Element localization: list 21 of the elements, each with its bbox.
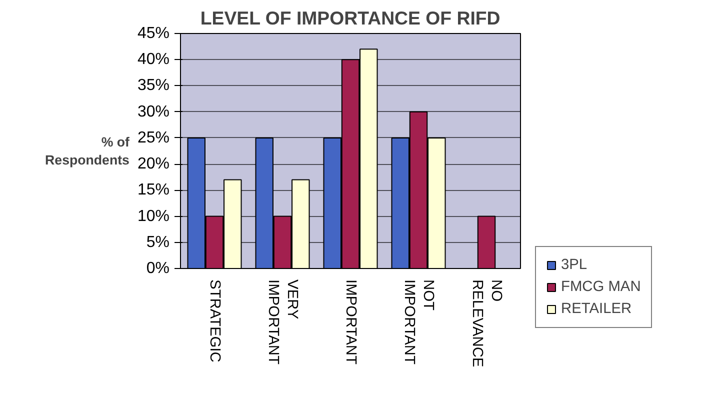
x-tick-label: NOT IMPORTANT bbox=[400, 280, 436, 364]
chart-title: LEVEL OF IMPORTANCE OF RIFD bbox=[200, 8, 500, 28]
y-tick-label: 25% bbox=[137, 129, 170, 146]
y-tick-label: 45% bbox=[137, 25, 170, 42]
x-tick-label: VERY IMPORTANT bbox=[264, 280, 300, 364]
legend-label: 3PL bbox=[561, 257, 588, 273]
legend-label: FMCG MAN bbox=[561, 279, 641, 295]
y-tick-label: 20% bbox=[137, 156, 170, 173]
y-tick-label: 35% bbox=[137, 77, 170, 94]
x-tick-label: STRATEGIC bbox=[206, 280, 222, 363]
y-tick-label: 15% bbox=[137, 182, 170, 199]
y-tick-label: 40% bbox=[137, 51, 170, 68]
x-tick-label: IMPORTANT bbox=[342, 280, 358, 364]
x-tick-label: NO RELEVANCE bbox=[468, 280, 504, 368]
bar bbox=[477, 216, 496, 268]
y-tick-label: 10% bbox=[137, 208, 170, 225]
y-tick-label: 5% bbox=[146, 234, 170, 251]
y-tick-label: 30% bbox=[137, 103, 170, 120]
y-tick-label: 0% bbox=[146, 260, 170, 277]
legend-label: RETAILER bbox=[561, 301, 632, 317]
y-axis-title: % of Respondents bbox=[45, 134, 130, 168]
